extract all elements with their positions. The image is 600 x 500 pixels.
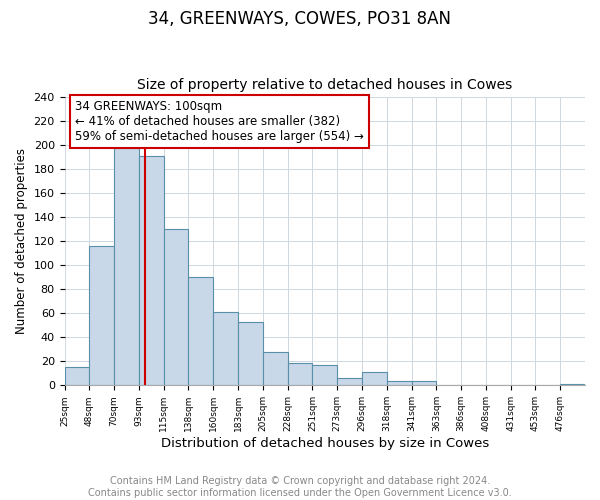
Bar <box>287 362 313 386</box>
Bar <box>362 372 387 386</box>
Bar <box>213 312 238 386</box>
Bar <box>560 384 585 386</box>
Bar <box>337 378 362 386</box>
Text: 34, GREENWAYS, COWES, PO31 8AN: 34, GREENWAYS, COWES, PO31 8AN <box>149 10 452 28</box>
Bar <box>65 368 89 386</box>
Bar <box>238 322 263 386</box>
Bar <box>164 230 188 386</box>
Bar <box>313 365 337 386</box>
Bar <box>263 352 287 386</box>
Bar <box>387 380 412 386</box>
Bar <box>114 148 139 386</box>
Text: Contains HM Land Registry data © Crown copyright and database right 2024.
Contai: Contains HM Land Registry data © Crown c… <box>88 476 512 498</box>
Bar <box>139 156 164 386</box>
Bar <box>412 380 436 386</box>
Text: 34 GREENWAYS: 100sqm
← 41% of detached houses are smaller (382)
59% of semi-deta: 34 GREENWAYS: 100sqm ← 41% of detached h… <box>75 100 364 143</box>
Bar <box>89 246 114 386</box>
Bar <box>188 278 213 386</box>
Title: Size of property relative to detached houses in Cowes: Size of property relative to detached ho… <box>137 78 512 92</box>
Y-axis label: Number of detached properties: Number of detached properties <box>15 148 28 334</box>
X-axis label: Distribution of detached houses by size in Cowes: Distribution of detached houses by size … <box>161 437 489 450</box>
